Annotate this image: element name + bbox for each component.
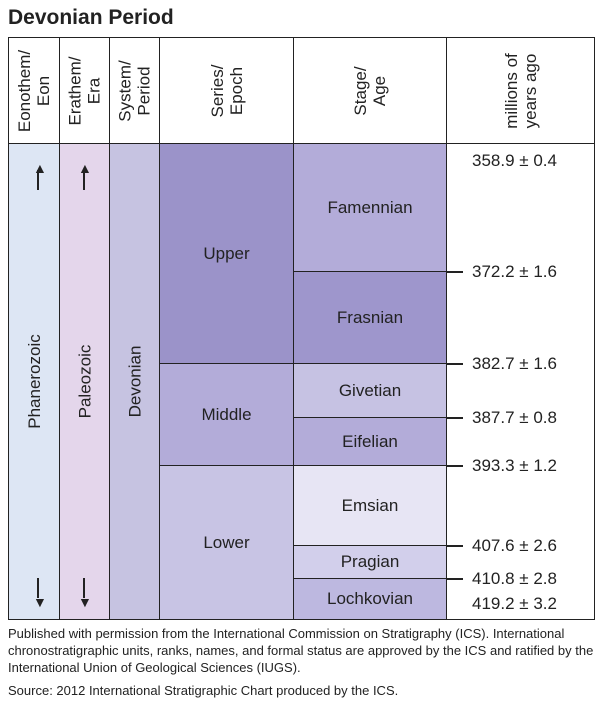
arrow-line xyxy=(37,578,39,598)
arrow-down-icon: ▼ xyxy=(33,594,47,610)
arrow-up-icon: ▲ xyxy=(33,160,47,176)
age-value: 393.3 ± 1.2 xyxy=(472,456,557,475)
permission-note: Published with permission from the Inter… xyxy=(8,626,594,675)
arrow-line xyxy=(37,170,39,190)
stage-eifelian: Eifelian xyxy=(294,418,447,466)
header-stage: Stage/ Age xyxy=(294,38,447,144)
eon-cell: Phanerozoic xyxy=(9,144,60,620)
stage-frasnian: Frasnian xyxy=(294,272,447,364)
stage-emsian: Emsian xyxy=(294,466,447,546)
arrow-line xyxy=(83,170,85,190)
age-value: 358.9 ± 0.4 xyxy=(472,151,557,170)
page-title: Devonian Period xyxy=(8,6,174,29)
period-cell: Devonian xyxy=(110,144,160,620)
arrow-down-icon: ▼ xyxy=(78,594,92,610)
header-era: Erathem/ Era xyxy=(60,38,110,144)
age-value: 407.6 ± 2.6 xyxy=(472,536,557,555)
stage-givetian: Givetian xyxy=(294,364,447,418)
boundary-tick xyxy=(446,417,463,419)
era-cell: Paleozoic xyxy=(60,144,110,620)
age-value: 372.2 ± 1.6 xyxy=(472,262,557,281)
header-mya: millions of years ago xyxy=(447,38,595,144)
header-epoch: Series/ Epoch xyxy=(160,38,294,144)
age-value: 387.7 ± 0.8 xyxy=(472,408,557,427)
chart-frame xyxy=(8,37,595,620)
age-value: 382.7 ± 1.6 xyxy=(472,354,557,373)
arrow-up-icon: ▲ xyxy=(78,160,92,176)
epoch-upper: Upper xyxy=(160,144,294,364)
boundary-tick xyxy=(446,545,463,547)
header-period: System/ Period xyxy=(110,38,160,144)
source-note: Source: 2012 International Stratigraphic… xyxy=(8,683,399,698)
epoch-middle: Middle xyxy=(160,364,294,466)
boundary-tick xyxy=(446,465,463,467)
stage-famennian: Famennian xyxy=(294,144,447,272)
boundary-tick xyxy=(446,578,463,580)
stage-lochkovian: Lochkovian xyxy=(294,579,447,620)
boundary-tick xyxy=(446,363,463,365)
stage-pragian: Pragian xyxy=(294,546,447,579)
arrow-line xyxy=(83,578,85,598)
boundary-tick xyxy=(446,271,463,273)
header-eon: Eonothem/ Eon xyxy=(9,38,60,144)
age-column xyxy=(446,144,595,620)
age-value: 419.2 ± 3.2 xyxy=(472,594,557,613)
age-value: 410.8 ± 2.8 xyxy=(472,569,557,588)
epoch-lower: Lower xyxy=(160,466,294,620)
